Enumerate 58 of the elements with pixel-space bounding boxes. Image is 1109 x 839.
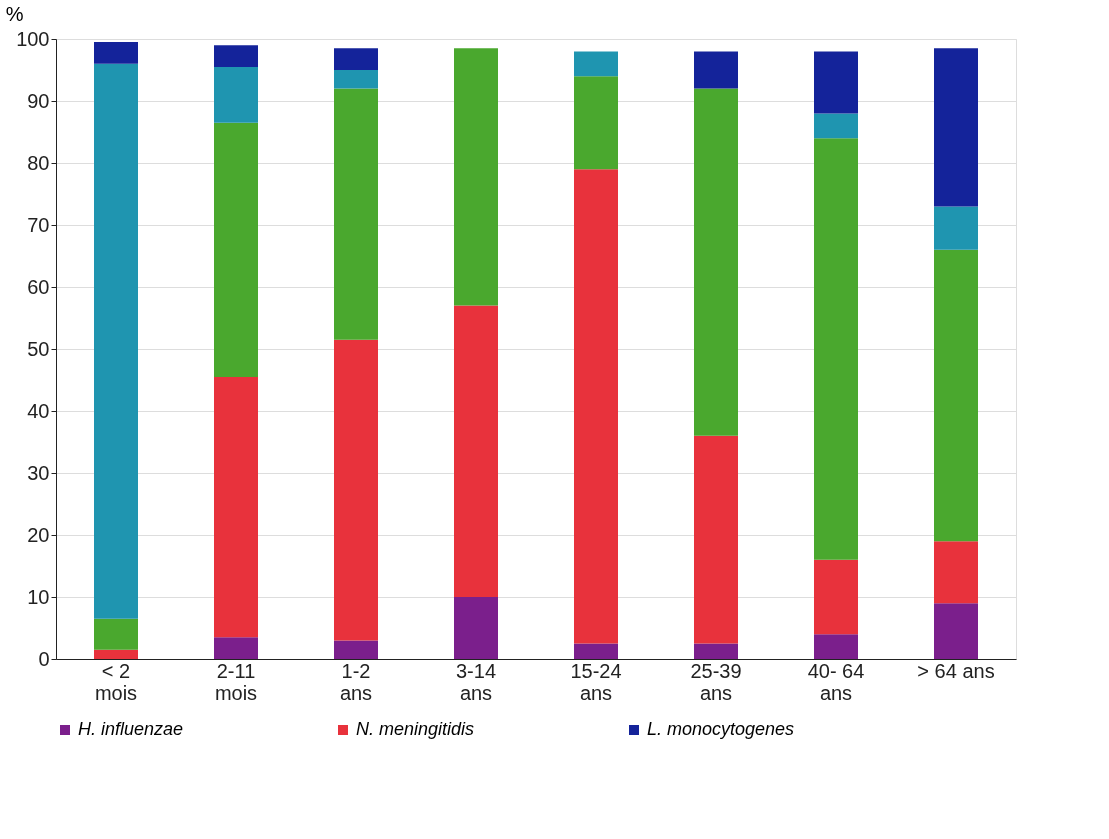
bar: [334, 339, 378, 641]
bar: [94, 42, 138, 64]
y-tick-label: 90: [27, 89, 50, 112]
bar: [214, 45, 258, 67]
bar: [694, 643, 738, 659]
y-tick-label: 100: [16, 27, 50, 50]
bar: [94, 63, 138, 619]
x-tick-label: 1-2 ans: [339, 659, 373, 704]
bar: [334, 70, 378, 89]
bar: [934, 249, 978, 542]
bar: [934, 541, 978, 604]
bar: [574, 51, 618, 77]
y-tick-label: 0: [38, 647, 50, 670]
bar: [814, 634, 858, 659]
x-tick-label: > 64 ans: [917, 659, 995, 682]
bar: [454, 305, 498, 597]
y-tick-label: 20: [27, 523, 50, 546]
bar: [814, 559, 858, 635]
y-tick-label: 30: [27, 461, 50, 484]
y-axis-title: %: [5, 3, 24, 25]
y-tick-label: 40: [27, 399, 50, 422]
bar: [934, 603, 978, 659]
bar: [694, 88, 738, 436]
x-tick-label: 3-14 ans: [455, 659, 497, 704]
bar: [334, 88, 378, 340]
bar: [574, 643, 618, 659]
x-tick-label: 2-11 mois: [214, 659, 258, 704]
y-tick-label: 10: [27, 585, 50, 608]
x-tick-label: 40- 64 ans: [807, 659, 865, 704]
y-tick-label: 70: [27, 213, 50, 236]
bar: [454, 48, 498, 306]
bar: [574, 169, 618, 644]
bar: [214, 376, 258, 638]
bar: [694, 435, 738, 644]
x-tick-label: 15-24 ans: [570, 659, 622, 704]
bar: [934, 206, 978, 250]
bar: [214, 122, 258, 377]
bar: [214, 66, 258, 123]
legend-label: N. meningitidis: [356, 719, 475, 739]
x-tick-label: 25-39 ans: [690, 659, 742, 704]
bar: [334, 48, 378, 70]
bar: [814, 113, 858, 139]
legend-label: L. monocytogenes: [647, 719, 795, 739]
y-tick-label: 50: [27, 337, 50, 360]
y-tick-label: 60: [27, 275, 50, 298]
y-tick-label: 80: [27, 151, 50, 174]
bar: [94, 649, 138, 659]
bar: [934, 48, 978, 207]
legend-label: H. influenzae: [78, 719, 184, 739]
bar: [334, 640, 378, 659]
bar: [814, 138, 858, 560]
bar: [814, 51, 858, 114]
bar: [694, 51, 738, 89]
bar: [574, 76, 618, 170]
x-tick-label: < 2 mois: [94, 659, 138, 704]
bar: [454, 597, 498, 659]
bar: [94, 618, 138, 650]
bar: [214, 637, 258, 659]
